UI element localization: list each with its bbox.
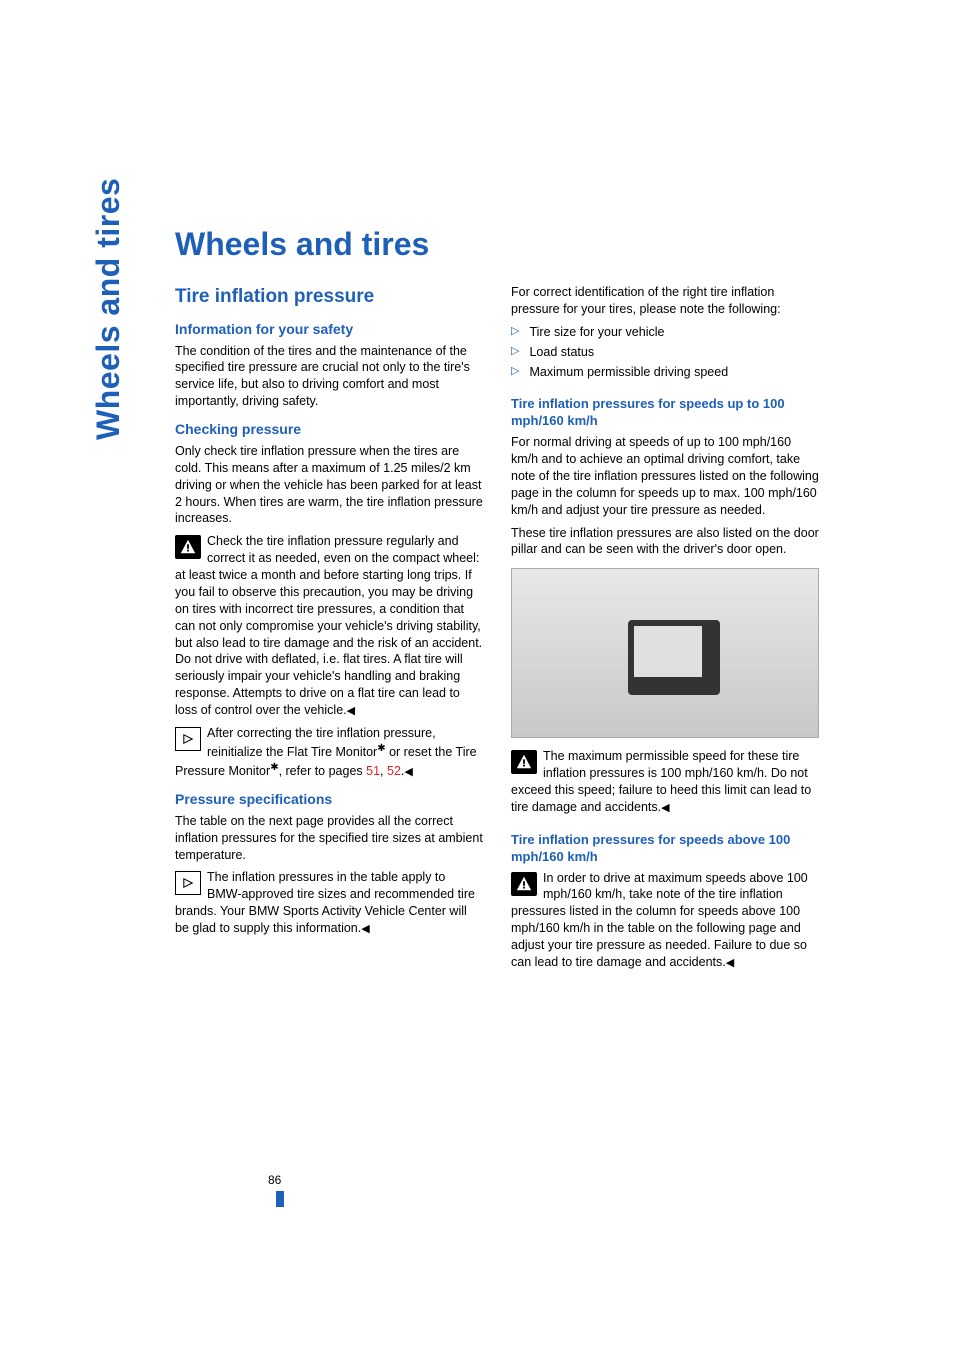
bullet-item: ▷ Load status (511, 344, 819, 361)
end-marker: ◀ (347, 705, 355, 717)
end-marker: ◀ (361, 923, 369, 935)
info-note: After correcting the tire inflation pres… (175, 725, 483, 780)
page-link[interactable]: 52 (387, 764, 401, 778)
asterisk-icon: ✱ (377, 743, 385, 754)
page-title: Wheels and tires (175, 226, 429, 263)
side-tab-label: Wheels and tires (90, 178, 127, 440)
page-number: 86 (268, 1173, 281, 1187)
door-pillar-figure: MoW255TOMA (511, 568, 819, 738)
body-text: For correct identification of the right … (511, 284, 819, 318)
content-area: Tire inflation pressure Information for … (175, 284, 819, 971)
bullet-item: ▷ Tire size for your vehicle (511, 324, 819, 341)
warning-icon (511, 872, 537, 896)
info-icon (175, 727, 201, 751)
bullet-item: ▷ Maximum permissible driving speed (511, 364, 819, 381)
right-column: For correct identification of the right … (511, 284, 819, 971)
asterisk-icon: ✱ (270, 762, 278, 773)
bullet-text: Tire size for your vehicle (529, 324, 664, 341)
note-text: The inflation pressures in the table app… (175, 870, 475, 935)
page-link[interactable]: 51 (366, 764, 380, 778)
body-text: Only check tire inflation pressure when … (175, 443, 483, 527)
body-text: The table on the next page provides all … (175, 813, 483, 864)
end-marker: ◀ (726, 957, 734, 969)
body-text: These tire inflation pressures are also … (511, 525, 819, 559)
subsection-heading: Checking pressure (175, 420, 483, 439)
bullet-icon: ▷ (511, 364, 519, 381)
warning-text: Check the tire inflation pressure regula… (175, 534, 482, 649)
bullet-text: Load status (529, 344, 594, 361)
bullet-text: Maximum permissible driving speed (529, 364, 728, 381)
warning-note: Check the tire inflation pressure regula… (175, 533, 483, 719)
page-tab-marker (276, 1191, 284, 1207)
body-text: For normal driving at speeds of up to 10… (511, 434, 819, 518)
left-column: Tire inflation pressure Information for … (175, 284, 483, 971)
subsection-heading: Tire inflation pressures for speeds up t… (511, 396, 819, 430)
subsection-heading: Pressure specifications (175, 790, 483, 809)
warning-text: In order to drive at maximum speeds abov… (511, 871, 808, 969)
warning-icon (511, 750, 537, 774)
bullet-icon: ▷ (511, 324, 519, 341)
end-marker: ◀ (404, 766, 412, 778)
subsection-heading: Information for your safety (175, 320, 483, 339)
warning-text: Do not drive with deflated, i.e. flat ti… (175, 652, 463, 717)
info-icon (175, 871, 201, 895)
section-heading: Tire inflation pressure (175, 284, 483, 310)
bullet-icon: ▷ (511, 344, 519, 361)
warning-note: The maximum permissible speed for these … (511, 748, 819, 816)
note-text: , refer to pages (279, 764, 367, 778)
body-text: The condition of the tires and the maint… (175, 343, 483, 411)
subsection-heading: Tire inflation pressures for speeds abov… (511, 832, 819, 866)
warning-note: In order to drive at maximum speeds abov… (511, 870, 819, 971)
end-marker: ◀ (661, 802, 669, 814)
info-note: The inflation pressures in the table app… (175, 869, 483, 937)
warning-icon (175, 535, 201, 559)
